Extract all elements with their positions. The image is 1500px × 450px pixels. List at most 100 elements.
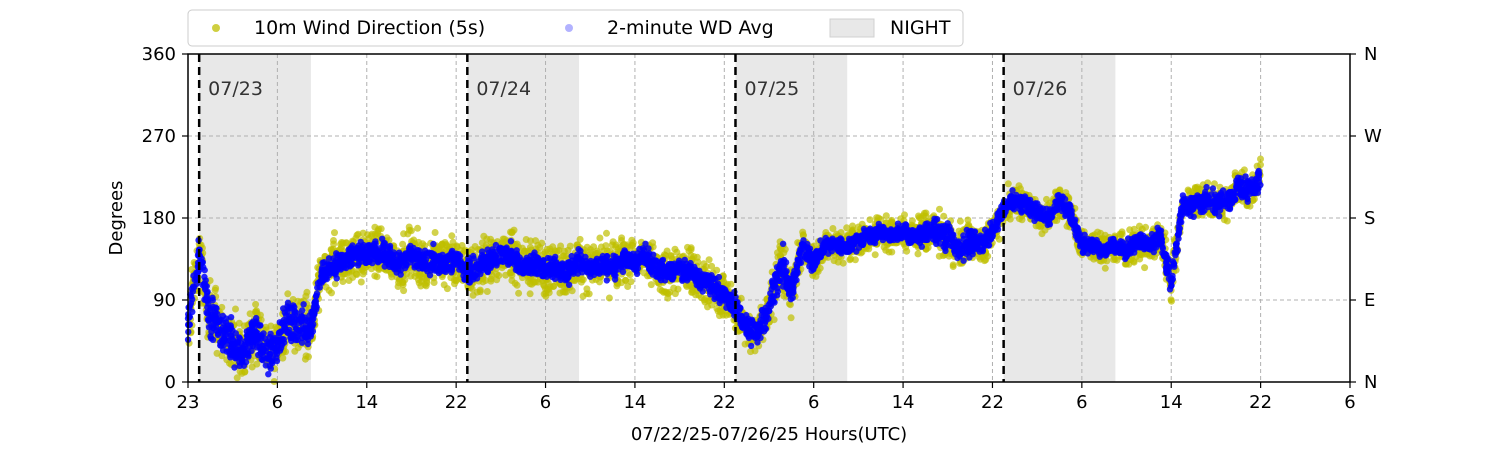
data-point-wind-direction <box>400 287 408 295</box>
data-point-wind-direction <box>303 288 311 296</box>
data-point-wd-avg <box>410 244 417 252</box>
data-point-wind-direction <box>498 264 506 272</box>
data-point-wd-avg <box>254 335 261 343</box>
data-point-wd-avg <box>266 350 274 358</box>
data-point-wind-direction <box>493 276 501 284</box>
data-point-wind-direction <box>871 251 879 259</box>
data-point-wd-avg <box>456 252 464 260</box>
data-point-wind-direction <box>602 242 610 250</box>
data-point-wind-direction <box>914 250 922 258</box>
data-point-wind-direction <box>448 232 456 240</box>
data-point-wd-avg <box>237 352 244 359</box>
data-point-wd-avg <box>332 271 339 278</box>
data-point-wd-avg <box>390 259 397 266</box>
data-point-wd-avg <box>210 303 217 311</box>
data-point-wind-direction <box>521 247 528 255</box>
data-point-wd-avg <box>298 339 306 346</box>
data-point-wind-direction <box>1113 256 1121 264</box>
data-point-wind-direction <box>331 229 338 237</box>
data-point-wd-avg <box>414 251 421 258</box>
data-point-wd-avg <box>400 262 407 269</box>
data-point-wind-direction <box>508 271 516 279</box>
data-point-wind-direction <box>354 230 362 238</box>
data-point-wind-direction <box>555 246 563 254</box>
data-point-wind-direction <box>404 230 412 238</box>
data-point-wind-direction <box>647 281 655 289</box>
data-point-wd-avg <box>430 240 437 248</box>
data-point-wd-avg <box>231 364 238 371</box>
data-point-wind-direction <box>915 212 922 220</box>
data-point-wind-direction <box>1185 187 1193 195</box>
data-point-wind-direction <box>777 245 784 253</box>
data-point-wind-direction <box>443 285 451 293</box>
data-point-wind-direction <box>1015 215 1023 223</box>
data-point-wd-avg <box>379 235 386 242</box>
data-point-wind-direction <box>371 272 379 280</box>
data-point-wd-avg <box>355 260 362 267</box>
data-point-wind-direction <box>483 288 491 295</box>
data-point-wd-avg <box>267 330 274 337</box>
data-point-wind-direction <box>487 277 495 285</box>
data-point-wind-direction <box>534 278 542 286</box>
data-point-wind-direction <box>218 352 226 360</box>
data-point-wind-direction <box>510 226 518 234</box>
data-point-wind-direction <box>441 239 449 246</box>
data-point-wind-direction <box>252 300 260 308</box>
data-point-wind-direction <box>713 266 721 274</box>
data-point-wd-avg <box>390 249 397 256</box>
data-point-wd-avg <box>255 351 262 359</box>
data-point-wd-avg <box>190 283 197 290</box>
data-point-wind-direction <box>532 237 539 245</box>
data-point-wd-avg <box>401 252 408 259</box>
data-point-wd-avg <box>372 240 379 247</box>
data-point-wd-avg <box>220 320 227 327</box>
data-point-wind-direction <box>667 252 675 260</box>
data-point-wd-avg <box>245 353 252 360</box>
data-point-wind-direction <box>421 281 429 289</box>
data-point-wind-direction <box>609 238 617 246</box>
data-point-wd-avg <box>236 334 243 341</box>
data-point-wind-direction <box>421 242 429 250</box>
data-point-wd-avg <box>341 257 349 264</box>
data-point-wind-direction <box>1168 297 1175 305</box>
series-2-minute-wd-avg <box>184 167 1264 378</box>
data-point-wd-avg <box>223 325 230 333</box>
data-point-wd-avg <box>459 260 466 268</box>
data-point-wd-avg <box>355 247 362 254</box>
data-point-wind-direction <box>546 245 554 253</box>
data-point-wd-avg <box>435 269 442 277</box>
data-point-wd-avg <box>208 322 215 330</box>
data-point-wind-direction <box>1141 264 1149 272</box>
data-point-wind-direction <box>576 235 584 243</box>
data-point-wind-direction <box>622 276 629 284</box>
data-point-wd-avg <box>377 252 384 259</box>
data-point-wd-avg <box>470 252 477 260</box>
data-point-wind-direction <box>415 279 423 287</box>
data-point-wd-avg <box>507 238 515 245</box>
data-point-wind-direction <box>1038 230 1046 238</box>
data-point-wind-direction <box>343 239 350 247</box>
data-point-wd-avg <box>307 330 315 338</box>
data-point-wind-direction <box>629 241 637 249</box>
data-point-wind-direction <box>713 305 721 312</box>
data-point-wind-direction <box>480 232 488 240</box>
data-point-wind-direction <box>613 282 621 290</box>
data-point-wd-avg <box>342 264 350 272</box>
data-point-wind-direction <box>357 278 365 286</box>
data-point-wd-avg <box>309 312 316 320</box>
data-point-wind-direction <box>478 239 486 247</box>
data-point-wind-direction <box>1249 197 1257 204</box>
data-point-wind-direction <box>579 292 587 300</box>
data-point-wd-avg <box>369 259 376 267</box>
data-point-wd-avg <box>274 341 282 348</box>
data-point-wind-direction <box>903 247 911 255</box>
data-point-wind-direction <box>949 261 957 269</box>
data-point-wd-avg <box>252 328 259 335</box>
data-point-wind-direction <box>330 237 337 244</box>
data-point-wind-direction <box>829 225 837 232</box>
data-point-wd-avg <box>260 330 267 337</box>
data-point-wd-avg <box>223 348 230 355</box>
data-point-wd-avg <box>313 292 320 300</box>
data-point-wd-avg <box>248 347 255 354</box>
